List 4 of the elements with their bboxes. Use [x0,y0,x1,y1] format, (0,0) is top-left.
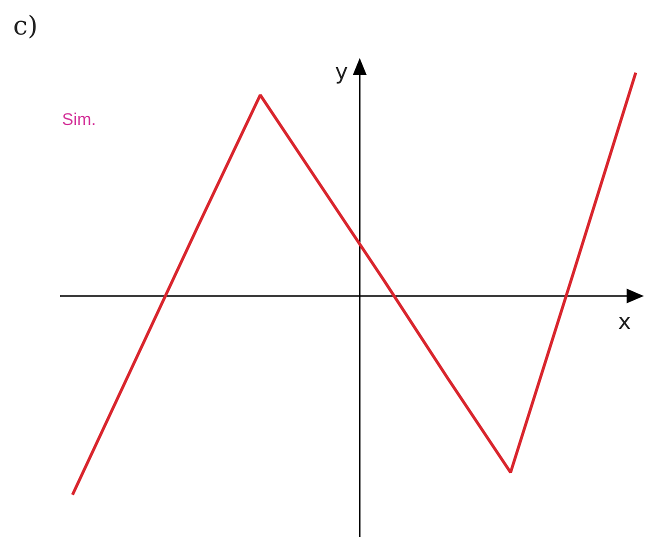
x-axis-title: x [618,310,632,335]
annotation: Sim. [62,110,96,129]
chart-title: c) [13,11,38,42]
y-axis-title: y [335,60,348,85]
